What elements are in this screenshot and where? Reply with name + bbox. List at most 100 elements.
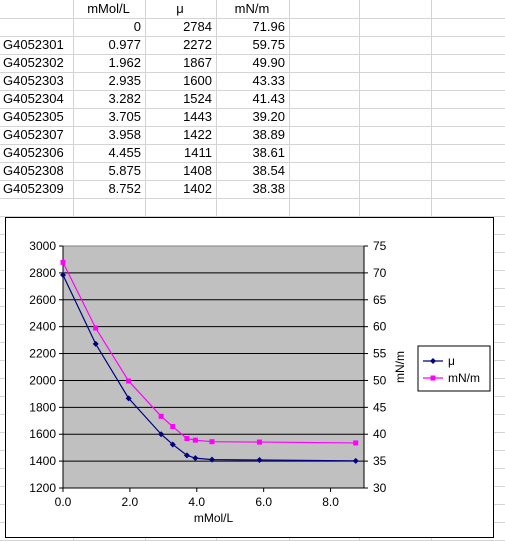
column-header[interactable]: mMol/L	[87, 1, 130, 16]
row-label-cell[interactable]: G4052307	[3, 127, 64, 142]
legend-label: μ	[448, 354, 455, 368]
line-chart: 1200 1400 1600 1800 2000 2200 2400 2600 2800 3000…	[29, 239, 491, 525]
column-header[interactable]: mN/m	[234, 1, 270, 16]
data-cell[interactable]: 2.935	[108, 73, 141, 88]
series-line-0	[62, 274, 356, 462]
x-tick-label: 4.0	[188, 495, 205, 509]
data-point-mu	[169, 441, 176, 448]
x-tick-label: 2.0	[122, 495, 139, 509]
data-cell[interactable]: 59.75	[252, 37, 285, 52]
x-axis-title: mMol/L	[194, 511, 234, 525]
row-label-cell[interactable]: G4052302	[3, 55, 64, 70]
data-cell[interactable]: 41.43	[252, 91, 285, 106]
y2-axis-title: mN/m	[393, 351, 407, 383]
y2-tick-label: 45	[373, 400, 387, 414]
row-gridline	[0, 126, 505, 127]
data-cell[interactable]: 4.455	[108, 145, 141, 160]
y2-tick-label: 40	[373, 427, 387, 441]
data-cell[interactable]: 38.38	[252, 181, 285, 196]
data-point-mnm	[126, 378, 132, 384]
data-cell[interactable]: 71.96	[252, 19, 285, 34]
y2-tick-label: 50	[373, 373, 387, 387]
data-cell[interactable]: 8.752	[108, 181, 141, 196]
y2-tick-label: 55	[373, 347, 387, 361]
legend-box	[417, 345, 491, 392]
row-gridline	[0, 198, 505, 199]
data-point-mnm	[184, 436, 190, 442]
y2-tick-label: 60	[373, 320, 387, 334]
data-cell[interactable]: 38.89	[252, 127, 285, 142]
data-cell[interactable]: 43.33	[252, 73, 285, 88]
data-cell[interactable]: 39.20	[252, 109, 285, 124]
data-point-mu	[125, 395, 132, 402]
row-gridline	[0, 180, 505, 181]
data-point-mu	[256, 457, 263, 464]
row-gridline	[0, 72, 505, 73]
row-gridline	[0, 18, 505, 19]
row-label-cell[interactable]: G4052309	[3, 181, 64, 196]
row-gridline	[0, 144, 505, 145]
data-cell[interactable]: 3.282	[108, 91, 141, 106]
x-tick-label: 8.0	[322, 495, 339, 509]
data-cell[interactable]: 3.705	[108, 109, 141, 124]
y2-tick-label: 75	[373, 239, 387, 253]
data-point-mu	[183, 452, 190, 459]
data-cell[interactable]: 49.90	[252, 55, 285, 70]
data-point-mnm	[170, 424, 176, 430]
data-cell[interactable]: 0	[133, 19, 141, 34]
y-tick-label: 3000	[29, 239, 56, 253]
data-cell[interactable]: 3.958	[108, 127, 141, 142]
legend-marker	[430, 358, 436, 364]
data-point-mu	[208, 456, 215, 463]
data-cell[interactable]: 1402	[183, 181, 212, 196]
data-cell[interactable]: 38.54	[252, 163, 285, 178]
row-gridline	[0, 90, 505, 91]
data-cell[interactable]: 5.875	[108, 163, 141, 178]
row-label-cell[interactable]: G4052303	[3, 73, 64, 88]
y2-tick-label: 30	[373, 481, 387, 495]
row-label-cell[interactable]: G4052308	[3, 163, 64, 178]
legend-marker	[430, 375, 436, 381]
data-cell[interactable]: 2272	[183, 37, 212, 52]
data-cell[interactable]: 2784	[183, 19, 212, 34]
row-gridline	[0, 108, 505, 109]
y2-tick-label: 70	[373, 266, 387, 280]
data-cell[interactable]: 1408	[183, 163, 212, 178]
row-gridline	[0, 54, 505, 55]
row-label-cell[interactable]: G4052304	[3, 91, 64, 106]
data-cell[interactable]: 38.61	[252, 145, 285, 160]
row-label-cell[interactable]: G4052301	[3, 37, 64, 52]
y-tick-label: 2000	[29, 373, 56, 387]
data-point-mnm	[256, 439, 262, 445]
row-gridline	[0, 162, 505, 163]
data-point-mu	[92, 340, 99, 347]
y-tick-label: 1200	[29, 481, 56, 495]
chart-area[interactable]: 1200 1400 1600 1800 2000 2200 2400 2600 2800 3000…	[5, 217, 494, 538]
data-point-mu	[60, 272, 66, 279]
data-point-mnm	[353, 440, 359, 446]
data-cell[interactable]: 1867	[183, 55, 212, 70]
data-point-mu	[192, 455, 199, 462]
data-cell[interactable]: 1600	[183, 73, 212, 88]
row-label-cell[interactable]: G4052306	[3, 145, 64, 160]
column-header[interactable]: μ	[176, 1, 184, 16]
row-gridline	[0, 36, 505, 37]
data-point-mnm	[209, 439, 215, 445]
data-cell[interactable]: 1411	[184, 145, 212, 160]
data-point-mnm	[93, 325, 99, 331]
data-cell[interactable]: 1524	[183, 91, 212, 106]
y-tick-label: 1800	[29, 400, 56, 414]
data-point-mnm	[60, 259, 66, 265]
row-label-cell[interactable]: G4052305	[3, 109, 64, 124]
y-tick-label: 1400	[29, 454, 56, 468]
data-cell[interactable]: 1443	[183, 109, 212, 124]
x-tick-label: 6.0	[255, 495, 272, 509]
y-tick-label: 2600	[29, 293, 56, 307]
data-cell[interactable]: 1.962	[108, 55, 141, 70]
data-point-mu	[158, 431, 165, 438]
x-tick-label: 0.0	[55, 495, 72, 509]
data-cell[interactable]: 0.977	[108, 37, 141, 52]
plot-background	[62, 245, 365, 489]
data-cell[interactable]: 1422	[183, 127, 212, 142]
y-tick-label: 2800	[29, 266, 56, 280]
